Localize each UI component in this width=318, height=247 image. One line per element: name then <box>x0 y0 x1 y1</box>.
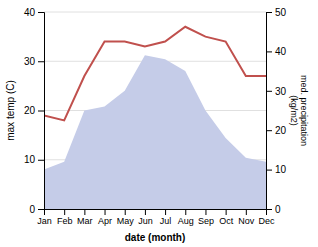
tick: Dec <box>258 209 275 226</box>
tick-mark <box>185 209 186 215</box>
tick: 20 <box>24 105 44 116</box>
axis-line <box>38 13 45 210</box>
tick-mark <box>38 111 44 112</box>
tick-mark <box>205 209 206 215</box>
tick: 0 <box>29 204 44 215</box>
tick-mark <box>38 61 44 62</box>
temperature-line <box>44 27 266 121</box>
tick-mark <box>125 209 126 215</box>
tick-label: Sep <box>198 216 214 226</box>
tick-mark <box>64 209 65 215</box>
tick: 10 <box>24 154 44 165</box>
tick-mark <box>38 160 44 161</box>
tick-label: Jul <box>160 216 172 226</box>
grid-line <box>44 12 266 13</box>
tick-label: Aug <box>178 216 194 226</box>
tick-label: Oct <box>219 216 234 226</box>
axis: 0 10 20 30 40 50 <box>266 7 287 215</box>
tick: Aug <box>178 209 194 226</box>
tick: 20 <box>266 125 287 136</box>
tick: Nov <box>238 209 255 226</box>
tick-label: 30 <box>275 86 287 97</box>
tick: 10 <box>266 164 287 175</box>
tick-label: Mar <box>77 216 93 226</box>
axis-line <box>267 13 273 210</box>
tick: Sep <box>198 209 214 226</box>
tick: 30 <box>266 86 287 97</box>
tick: Jan <box>37 209 52 226</box>
tick-label: 0 <box>275 204 281 215</box>
tick: Mar <box>77 209 93 226</box>
tick-label: 20 <box>275 125 287 136</box>
tick-label: 40 <box>275 46 287 57</box>
tick-mark <box>84 209 85 215</box>
tick: 40 <box>24 7 44 18</box>
tick: Oct <box>219 209 234 226</box>
tick-label: 10 <box>24 154 36 165</box>
y2-axis-title: med. precipitation(kg/m2) <box>289 75 309 146</box>
precipitation-area <box>44 55 266 209</box>
tick-label: 50 <box>275 7 287 18</box>
tick: Apr <box>98 209 112 226</box>
tick-mark <box>246 209 247 215</box>
tick-label: Jan <box>37 216 52 226</box>
tick-label: Nov <box>238 216 255 226</box>
tick-mark <box>266 12 272 13</box>
tick: Jul <box>160 209 172 226</box>
tick-mark <box>165 209 166 215</box>
axis: Jan Feb Mar Apr MayJun Jul Aug Sep Oct NovDec <box>37 209 275 226</box>
tick-label: May <box>117 216 135 226</box>
grid <box>44 12 266 209</box>
tick: 30 <box>24 56 44 67</box>
y-axis-title: max temp (C) <box>5 80 16 141</box>
tick-label: 20 <box>24 105 36 116</box>
tick-label: 30 <box>24 56 36 67</box>
marks <box>44 27 266 209</box>
chart: JanFebMarAprMayJunJulAugSepOctNovDec0102… <box>0 0 318 247</box>
tick: Jun <box>138 209 153 226</box>
tick-mark <box>266 51 272 52</box>
tick: Feb <box>57 209 73 226</box>
x-axis-title: date (month) <box>125 232 186 243</box>
tick-mark <box>105 209 106 215</box>
axis-line <box>45 210 267 216</box>
tick-mark <box>38 209 44 210</box>
tick: May <box>117 209 135 226</box>
tick-mark <box>266 209 272 210</box>
tick-label: Feb <box>57 216 73 226</box>
tick: 0 <box>266 204 281 215</box>
tick-label: Dec <box>258 216 275 226</box>
tick-label: 0 <box>29 204 35 215</box>
tick-label: 10 <box>275 164 287 175</box>
tick-label: Apr <box>98 216 112 226</box>
y2-axis-title-line: med. precipitation <box>299 75 309 146</box>
tick-mark <box>266 130 272 131</box>
tick-mark <box>145 209 146 215</box>
axis: 0 10 20 30 40 <box>24 7 45 215</box>
tick: 40 <box>266 46 287 57</box>
plot: JanFebMarAprMayJunJulAugSepOctNovDec0102… <box>5 7 309 243</box>
tick: 50 <box>266 7 287 18</box>
tick-mark <box>266 170 272 171</box>
tick-mark <box>226 209 227 215</box>
tick-label: 40 <box>24 7 36 18</box>
tick-mark <box>38 12 44 13</box>
tick-mark <box>266 91 272 92</box>
tick-label: Jun <box>138 216 153 226</box>
y2-axis-title-line: (kg/m2) <box>289 95 299 126</box>
